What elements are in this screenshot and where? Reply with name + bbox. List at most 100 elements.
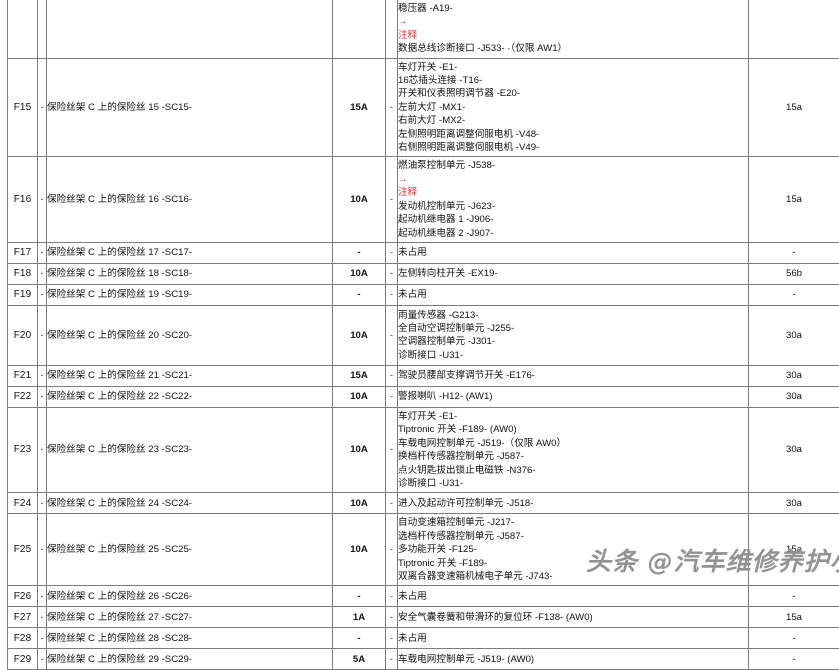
fuse-amperage-cell: 1A — [333, 607, 386, 628]
terminal-cell: 30a — [749, 493, 839, 514]
separator-cell-right: - — [386, 493, 398, 514]
terminal-cell: - — [749, 586, 839, 607]
fuse-table-body: 稳压器 -A19- → 注释数据总线诊断接口 -J533- ·（仅限 AW1）F… — [8, 0, 839, 670]
fuse-amperage-cell: - — [333, 242, 386, 263]
load-line: 未占用 — [398, 288, 748, 301]
separator-cell-right: - — [386, 157, 398, 242]
fuse-description-cell: 保险丝架 C 上的保险丝 16 -SC16- — [47, 157, 333, 242]
load-line: 车载电网控制单元 -J519-（仅限 AW0） — [398, 437, 748, 450]
fuse-table-sheet: 稳压器 -A19- → 注释数据总线诊断接口 -J533- ·（仅限 AW1）F… — [0, 0, 839, 584]
load-line: 车灯开关 -E1- — [398, 61, 748, 74]
table-row: F18-保险丝架 C 上的保险丝 18 -SC18-10A-左侧转向柱开关 -E… — [8, 263, 839, 284]
separator-cell-left: - — [38, 157, 47, 242]
note-link[interactable]: 注释 — [398, 29, 748, 42]
note-link[interactable]: 注释 — [398, 186, 748, 199]
fuse-amperage-cell: 10A — [333, 305, 386, 365]
fuse-loads-cell: 未占用 — [398, 628, 749, 649]
load-line: 开关和仪表照明调节器 -E20- — [398, 87, 748, 100]
fuse-id-cell: F28 — [8, 628, 38, 649]
fuse-description-cell: 保险丝架 C 上的保险丝 29 -SC29- — [47, 649, 333, 670]
fuse-amperage-cell: 10A — [333, 493, 386, 514]
table-row: F28-保险丝架 C 上的保险丝 28 -SC28---未占用- — [8, 628, 839, 649]
fuse-id-cell: F29 — [8, 649, 38, 670]
terminal-cell: 56b — [749, 263, 839, 284]
separator-cell-left: - — [38, 386, 47, 407]
fuse-description-cell: 保险丝架 C 上的保险丝 24 -SC24- — [47, 493, 333, 514]
fuse-amperage-cell: 5A — [333, 649, 386, 670]
load-line: 车载电网控制单元 -J519- (AW0) — [398, 653, 748, 666]
load-line: 全自动空调控制单元 -J255- — [398, 322, 748, 335]
load-line: 左前大灯 -MX1- — [398, 101, 748, 114]
fuse-loads-cell: 雨量传感器 -G213-全自动空调控制单元 -J255-空调器控制单元 -J30… — [398, 305, 749, 365]
terminal-cell: 15a — [749, 514, 839, 586]
load-line: 未占用 — [398, 590, 748, 603]
fuse-description-cell: 保险丝架 C 上的保险丝 15 -SC15- — [47, 58, 333, 157]
fuse-description-cell: 保险丝架 C 上的保险丝 19 -SC19- — [47, 284, 333, 305]
fuse-id-cell: F18 — [8, 263, 38, 284]
fuse-amperage-cell — [333, 0, 386, 58]
terminal-cell: 15a — [749, 58, 839, 157]
fuse-amperage-cell: - — [333, 586, 386, 607]
fuse-description-cell — [47, 0, 333, 58]
table-row: F19-保险丝架 C 上的保险丝 19 -SC19---未占用- — [8, 284, 839, 305]
separator-cell-left: - — [38, 628, 47, 649]
fuse-description-cell: 保险丝架 C 上的保险丝 23 -SC23- — [47, 407, 333, 492]
load-line: 自动变速箱控制单元 -J217- — [398, 516, 748, 529]
load-line: 诊断接口 -U31- — [398, 477, 748, 490]
load-line: 换档杆传感器控制单元 -J587- — [398, 450, 748, 463]
note-arrow-icon: → — [398, 173, 748, 186]
terminal-cell: 30a — [749, 365, 839, 386]
fuse-id-cell: F16 — [8, 157, 38, 242]
terminal-cell: 15a — [749, 157, 839, 242]
fuse-loads-cell: 车灯开关 -E1-Tiptronic 开关 -F189- (AW0)车载电网控制… — [398, 407, 749, 492]
fuse-id-cell: F27 — [8, 607, 38, 628]
fuse-id-cell: F17 — [8, 242, 38, 263]
fuse-amperage-cell: - — [333, 284, 386, 305]
fuse-loads-cell: 警报喇叭 -H12- (AW1) — [398, 386, 749, 407]
table-row: F16-保险丝架 C 上的保险丝 16 -SC16-10A-燃油泵控制单元 -J… — [8, 157, 839, 242]
separator-cell-right — [386, 0, 398, 58]
load-line: 左侧照明距离调整伺服电机 -V48- — [398, 128, 748, 141]
load-line: 选档杆传感器控制单元 -J587- — [398, 530, 748, 543]
table-row: F29-保险丝架 C 上的保险丝 29 -SC29-5A-车载电网控制单元 -J… — [8, 649, 839, 670]
fuse-description-cell: 保险丝架 C 上的保险丝 25 -SC25- — [47, 514, 333, 586]
load-line: 16芯插头连接 -T16- — [398, 74, 748, 87]
fuse-id-cell: F15 — [8, 58, 38, 157]
separator-cell-left: - — [38, 305, 47, 365]
load-line: 起动机继电器 2 -J907- — [398, 227, 748, 240]
fuse-loads-cell: 进入及起动许可控制单元 -J518- — [398, 493, 749, 514]
table-row: F17-保险丝架 C 上的保险丝 17 -SC17---未占用- — [8, 242, 839, 263]
fuse-description-cell: 保险丝架 C 上的保险丝 17 -SC17- — [47, 242, 333, 263]
fuse-description-cell: 保险丝架 C 上的保险丝 28 -SC28- — [47, 628, 333, 649]
fuse-loads-cell: 未占用 — [398, 284, 749, 305]
table-row: F26-保险丝架 C 上的保险丝 26 -SC26---未占用- — [8, 586, 839, 607]
fuse-id-cell: F24 — [8, 493, 38, 514]
separator-cell-left: - — [38, 407, 47, 492]
load-line: 数据总线诊断接口 -J533- ·（仅限 AW1） — [398, 42, 748, 55]
separator-cell-right: - — [386, 514, 398, 586]
table-row: F21-保险丝架 C 上的保险丝 21 -SC21-15A-驾驶员腰部支撑调节开… — [8, 365, 839, 386]
fuse-description-cell: 保险丝架 C 上的保险丝 21 -SC21- — [47, 365, 333, 386]
fuse-id-cell: F26 — [8, 586, 38, 607]
separator-cell-left: - — [38, 493, 47, 514]
fuse-id-cell: F20 — [8, 305, 38, 365]
separator-cell-left: - — [38, 649, 47, 670]
load-line: 起动机继电器 1 -J906- — [398, 213, 748, 226]
separator-cell-right: - — [386, 263, 398, 284]
table-row: F27-保险丝架 C 上的保险丝 27 -SC27-1A-安全气囊卷簧和带滑环的… — [8, 607, 839, 628]
fuse-id-cell: F19 — [8, 284, 38, 305]
separator-cell-right: - — [386, 284, 398, 305]
separator-cell-right: - — [386, 58, 398, 157]
fuse-loads-cell: 安全气囊卷簧和带滑环的复位环 -F138- (AW0) — [398, 607, 749, 628]
separator-cell-right: - — [386, 242, 398, 263]
fuse-assignment-table: 稳压器 -A19- → 注释数据总线诊断接口 -J533- ·（仅限 AW1）F… — [7, 0, 839, 670]
fuse-loads-cell: 未占用 — [398, 586, 749, 607]
terminal-cell: 30a — [749, 407, 839, 492]
load-line: 燃油泵控制单元 -J538- → 注释 — [398, 159, 748, 199]
load-line: 车灯开关 -E1- — [398, 410, 748, 423]
separator-cell-left — [38, 0, 47, 58]
fuse-amperage-cell: 10A — [333, 514, 386, 586]
table-row-partial: 稳压器 -A19- → 注释数据总线诊断接口 -J533- ·（仅限 AW1） — [8, 0, 839, 58]
load-line: 多功能开关 -F125- — [398, 543, 748, 556]
table-row: F20-保险丝架 C 上的保险丝 20 -SC20-10A-雨量传感器 -G21… — [8, 305, 839, 365]
